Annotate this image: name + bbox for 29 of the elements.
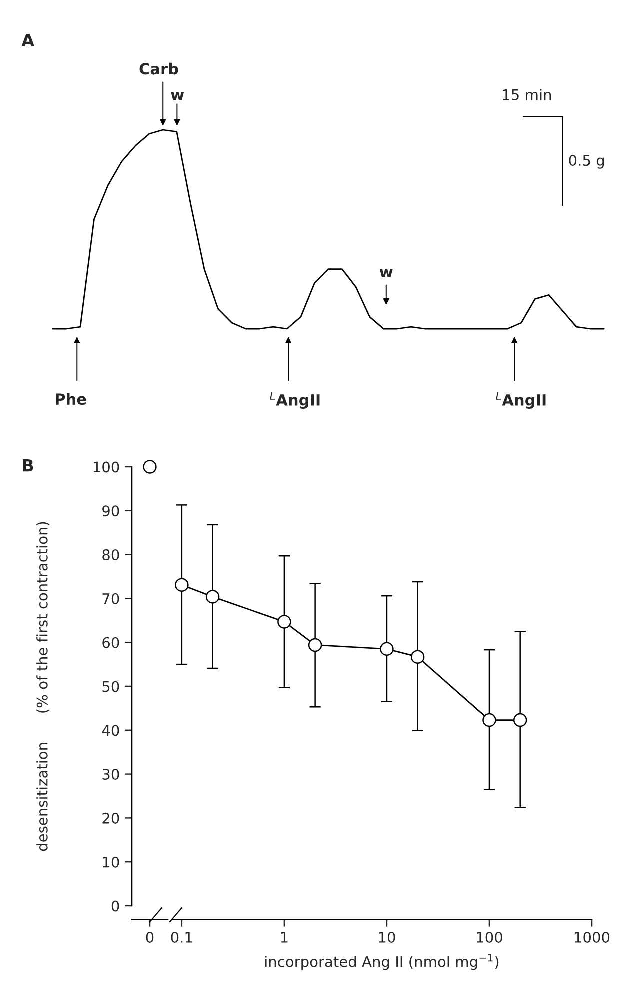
y-tick-label: 100 bbox=[94, 462, 120, 473]
y-tick-label: 30 bbox=[102, 769, 120, 780]
x-tick-label: 0.1 bbox=[171, 932, 192, 943]
y-axis-title: desensitization (% of the first contraction) bbox=[36, 522, 50, 852]
text: Phe bbox=[56, 393, 86, 406]
y-tick-label: 70 bbox=[102, 593, 120, 604]
text: Carb bbox=[140, 62, 178, 75]
x-axis-title: incorporated Ang II (nmol mg$^{−1}$) bbox=[265, 954, 499, 970]
x-tick-label: 1000 bbox=[575, 932, 610, 943]
x-tick-label: 0 bbox=[146, 932, 154, 943]
y-tick-label: 0 bbox=[112, 900, 120, 912]
annotation: w bbox=[380, 269, 393, 278]
chart-title: A bbox=[22, 34, 34, 46]
y-tick-label: 80 bbox=[102, 550, 120, 561]
x-tick-label: 100 bbox=[477, 932, 502, 943]
y-tick-label: 60 bbox=[102, 637, 120, 648]
y-tick-label: 20 bbox=[102, 812, 120, 824]
annotation: 0.5 g bbox=[569, 155, 604, 169]
y-tick-label: 10 bbox=[103, 856, 120, 868]
text: $^{L}$AngII bbox=[270, 392, 320, 410]
text: w bbox=[171, 92, 184, 100]
y-tick-label: 50 bbox=[102, 681, 120, 692]
y-tick-label: 90 bbox=[102, 506, 120, 517]
text: 15 min bbox=[503, 89, 552, 100]
y-tick-label: 40 bbox=[102, 725, 120, 736]
x-tick-label: 1 bbox=[281, 932, 288, 943]
x-tick-label: 10 bbox=[379, 932, 396, 943]
chart-title: B bbox=[23, 459, 34, 472]
text: $^{L}$AngII bbox=[496, 392, 546, 410]
